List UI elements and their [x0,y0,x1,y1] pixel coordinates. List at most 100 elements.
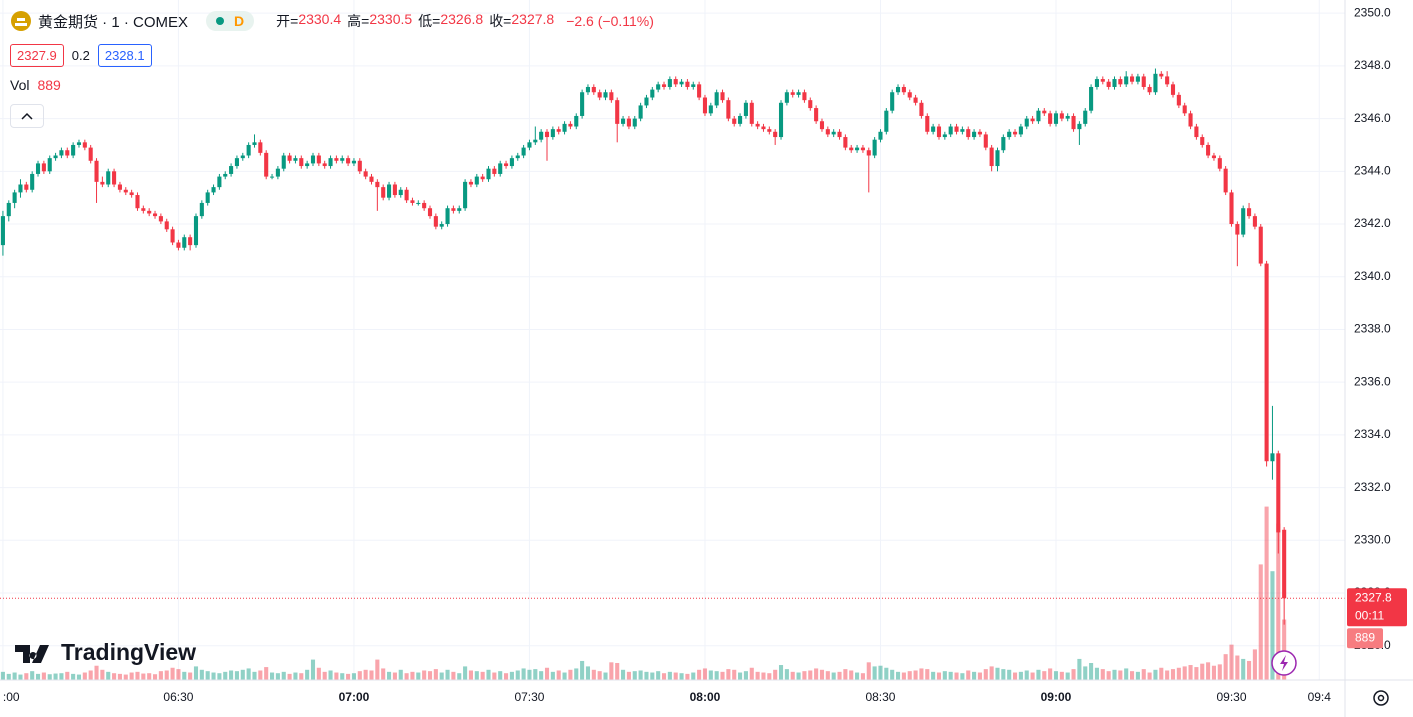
x-tick-label: 07:30 [514,690,544,704]
bid[interactable]: 2327.9 [10,43,64,67]
candle-body [100,181,105,185]
volume-bar [743,671,748,680]
candle-body [141,208,146,211]
volume-bar [182,671,187,680]
volume-row: Vol 889 [10,72,654,98]
candle-body [416,202,421,204]
candle-body [223,173,228,177]
volume-bar [615,663,620,680]
candle-body [948,126,953,135]
volume-bar [527,669,532,680]
candle-body [1083,110,1088,124]
volume-bar [463,666,468,680]
candle-body [544,131,550,138]
candle-body [498,163,503,174]
x-tick-label: 09:00 [1041,690,1072,704]
volume-bar [591,669,596,680]
volume-bar [305,669,310,680]
collapse-button[interactable] [10,104,44,128]
candle-body [1188,113,1193,127]
volume-bar [1083,666,1088,680]
x-tick-label: :00 [3,690,20,704]
volume-bar [1129,671,1135,680]
volume-bar [88,670,93,680]
candle-body [667,79,672,87]
candle-body [1048,113,1053,124]
volume-bar [819,669,825,680]
candle-body [778,102,784,138]
x-tick-label: 08:00 [690,690,721,704]
candle-body [931,126,936,132]
candle-body [539,131,544,140]
volume-bar [539,671,544,680]
volume-bar [71,673,76,680]
candle-body [6,202,11,217]
volume-bar [439,672,444,680]
volume-bar [1007,669,1012,680]
candle-body [211,187,216,193]
flash-button[interactable] [1271,650,1297,676]
candle-body [76,142,82,145]
volume-bar [404,673,409,680]
volume-bar [621,669,626,680]
volume-bar [901,672,906,680]
volume-bar [504,673,509,680]
candle-body [252,142,257,145]
candle-body [726,100,731,119]
candle-body [509,158,514,167]
volume-bar [422,670,427,680]
volume-bar [1077,658,1082,680]
candle-body [1211,155,1216,159]
candle-body [925,115,930,132]
candle-body [123,189,128,193]
volume-bar [30,671,35,680]
volume-bar [1089,663,1094,680]
volume-bar [1223,654,1228,680]
volume-bar [445,669,450,680]
candle-body [82,142,87,148]
candle-body [1112,79,1117,87]
volume-bar [1112,669,1117,680]
volume-bar [931,671,936,680]
candle-body [193,216,199,246]
candle-body [112,171,117,185]
ohlc-label: 高= [347,13,370,29]
candle-body [176,242,181,248]
candle-body [697,84,702,98]
candle-body [18,184,23,193]
candle-body [872,139,877,156]
volume-bar [392,672,397,680]
volume-bar [152,674,158,680]
candle-body [158,216,163,222]
volume-bar [387,671,392,680]
volume-bar [1282,619,1287,680]
candle-body [679,81,684,85]
candle-body [1206,144,1211,156]
settings-button[interactable] [1373,690,1389,706]
ask[interactable]: 2328.1 [97,43,152,67]
candle-body [229,166,234,174]
price-label-box [1347,588,1407,627]
candle-body [334,158,339,161]
candle-body [381,187,386,198]
candle-body [1094,79,1099,87]
volume-bar [498,671,503,680]
candle-body [884,110,889,132]
candle-body [796,92,801,95]
candle-body [451,208,456,211]
volume-bar [1229,644,1234,680]
candle-body [1217,158,1222,169]
candle-body [293,158,298,161]
candle-body [1007,131,1012,138]
candle-body [597,92,602,98]
volume-bar [638,670,643,680]
candle-body [673,79,678,85]
candle-body [457,208,462,211]
volume-bar [451,671,456,680]
candle-body [685,81,690,87]
volume-bar [0,671,5,680]
badge-text: D [234,13,245,29]
y-tick-label: 2334.0 [1354,427,1391,441]
candle-body [152,213,158,217]
interval-badge[interactable]: D [206,11,255,31]
